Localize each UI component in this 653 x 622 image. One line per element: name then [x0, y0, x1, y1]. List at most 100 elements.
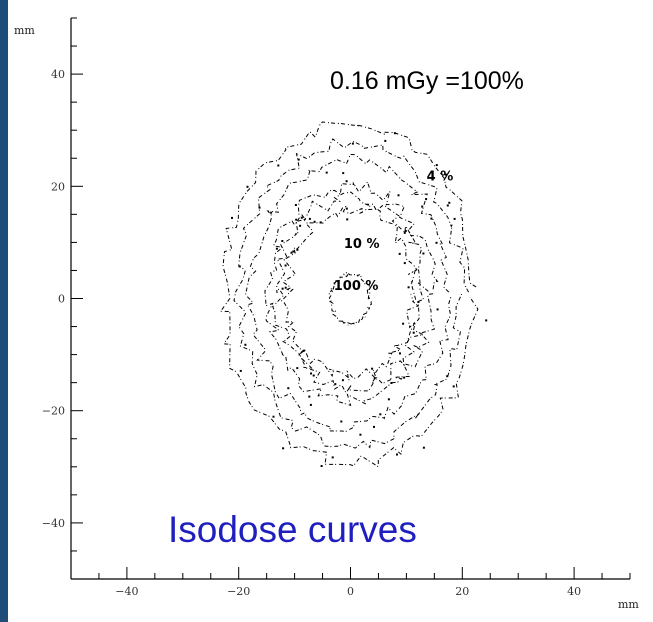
- isodose-speck: [436, 308, 439, 311]
- dose-reference-label: 0.16 mGy =100%: [330, 67, 524, 95]
- x-tick-label: 20: [455, 585, 469, 598]
- axes: [70, 18, 630, 580]
- x-axis-unit-label: mm: [618, 598, 639, 611]
- isodose-speck: [310, 372, 312, 375]
- isodose-speck: [272, 415, 275, 418]
- isodose-speck: [404, 230, 407, 232]
- isodose-speck: [430, 217, 433, 220]
- isodose-speck: [290, 251, 293, 254]
- isodose-chart: −40 −20 0 20 40 −40 −20 0 20 40 4 % 10 % 100 % mm m…: [14, 17, 639, 611]
- isodose-speck: [292, 250, 295, 253]
- isodose-speck: [325, 171, 328, 174]
- isodose-speck: [309, 403, 312, 406]
- isodose-speck: [485, 319, 488, 322]
- isodose-ring: [264, 180, 439, 407]
- isodose-speck: [231, 216, 233, 219]
- isodose-speck: [238, 265, 241, 268]
- isodose-contour-line: [244, 153, 452, 432]
- isodose-speck: [421, 205, 424, 208]
- y-tick-label: −20: [42, 405, 65, 418]
- isodose-contours: [219, 121, 488, 468]
- isodose-speck: [384, 139, 387, 142]
- isodose-speck: [373, 377, 376, 380]
- isodose-speck: [296, 248, 299, 251]
- isodose-speck: [239, 369, 242, 372]
- isodose-speck: [445, 173, 447, 176]
- isodose-label: 10 %: [344, 237, 380, 252]
- isodose-speck: [403, 231, 406, 234]
- axis-ticks: −40 −20 0 20 40 −40 −20 0 20 40: [42, 17, 631, 598]
- y-tick-label: 0: [58, 293, 65, 306]
- isodose-speck: [446, 204, 449, 207]
- isodose-speck: [448, 201, 451, 204]
- isodose-speck: [452, 385, 455, 388]
- isodose-speck: [446, 375, 449, 378]
- isodose-speck: [422, 446, 425, 449]
- isodose-speck: [399, 352, 401, 355]
- isodose-speck: [340, 420, 343, 423]
- x-tick-label: 40: [567, 585, 581, 598]
- isodose-speck: [373, 425, 375, 428]
- isodose-speck: [246, 185, 249, 188]
- isodose-speck: [346, 218, 349, 221]
- isodose-speck: [308, 395, 311, 398]
- isodose-speck: [277, 164, 280, 167]
- isodose-speck: [284, 264, 287, 267]
- isodose-speck: [331, 456, 334, 459]
- isodose-speck: [407, 286, 410, 289]
- isodose-speck: [296, 367, 299, 370]
- isodose-speck: [300, 216, 303, 219]
- x-tick-label: −20: [227, 585, 250, 598]
- isodose-speck: [294, 204, 297, 206]
- isodose-speck: [319, 221, 322, 224]
- isodose-speck: [341, 379, 344, 382]
- isodose-speck: [302, 349, 305, 352]
- isodose-ring: [328, 271, 372, 326]
- y-axis-unit-label: mm: [14, 24, 35, 37]
- isodose-speck: [417, 301, 420, 303]
- chart-frame: −40 −20 0 20 40 −40 −20 0 20 40 4 % 10 % 100 % mm m…: [8, 0, 653, 622]
- isodose-speck: [397, 194, 400, 197]
- isodose-speck: [270, 211, 273, 214]
- isodose-speck: [403, 376, 406, 379]
- isodose-speck: [387, 398, 390, 401]
- isodose-speck: [275, 247, 278, 250]
- isodose-speck: [342, 172, 345, 175]
- isodose-speck: [244, 343, 247, 346]
- isodose-speck: [453, 217, 456, 220]
- isodose-speck: [402, 322, 405, 325]
- isodose-speck: [299, 224, 302, 227]
- isodose-speck: [371, 367, 374, 370]
- isodose-speck: [425, 198, 428, 201]
- isodose-contour-line: [264, 181, 439, 407]
- chart-title: Isodose curves: [168, 509, 417, 550]
- isodose-speck: [312, 374, 315, 377]
- isodose-speck: [320, 465, 323, 467]
- x-tick-label: −40: [115, 585, 138, 598]
- y-tick-label: 20: [51, 180, 65, 193]
- contour-labels: 4 % 10 % 100 %: [334, 170, 453, 294]
- y-tick-label: −40: [42, 517, 65, 530]
- isodose-speck: [393, 132, 396, 135]
- isodose-speck: [351, 142, 354, 145]
- isodose-label: 100 %: [334, 279, 379, 294]
- isodose-speck: [390, 382, 393, 384]
- isodose-speck: [435, 164, 438, 167]
- isodose-speck: [308, 217, 311, 220]
- isodose-speck: [398, 252, 401, 255]
- isodose-speck: [287, 387, 290, 390]
- isodose-speck: [403, 262, 406, 265]
- isodose-speck: [396, 453, 398, 456]
- x-tick-label: 0: [347, 585, 354, 598]
- isodose-speck: [435, 241, 438, 244]
- isodose-speck: [422, 252, 425, 255]
- isodose-speck: [379, 413, 382, 416]
- isodose-speck: [295, 218, 298, 221]
- y-tick-label: 40: [51, 68, 65, 81]
- isodose-speck: [281, 287, 284, 290]
- isodose-ring: [219, 121, 488, 468]
- isodose-speck: [334, 383, 337, 386]
- isodose-contour-line: [328, 271, 372, 326]
- isodose-contour-line: [280, 205, 419, 381]
- isodose-contour-line: [233, 138, 470, 449]
